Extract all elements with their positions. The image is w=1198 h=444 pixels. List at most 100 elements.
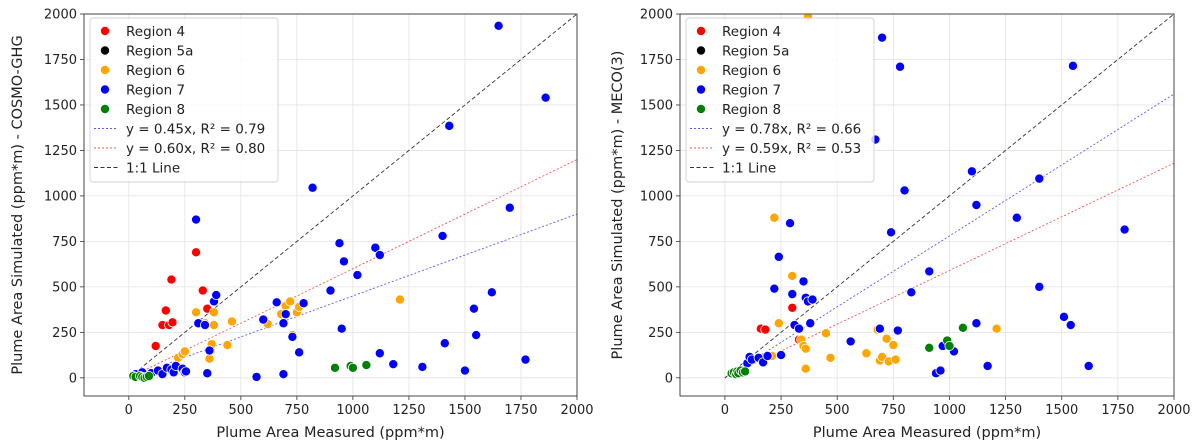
point-region-7 [251,371,262,382]
y-tick-label: 1750 [44,53,77,68]
x-tick-label: 1750 [504,403,537,418]
data-points [128,20,551,383]
data-points [726,14,1130,380]
legend-marker [696,84,707,95]
x-tick-label: 1250 [989,403,1022,418]
y-tick-label: 250 [648,326,673,341]
point-region-7 [776,350,787,361]
legend-marker [100,104,111,115]
fit-lines [128,14,577,379]
x-axis-label: Plume Area Measured (ppm*m) [216,425,444,441]
point-region-6 [888,340,899,351]
point-region-7 [769,283,780,294]
point-region-7 [493,20,504,31]
legend-entry: Region 6 [126,63,185,79]
point-region-7 [459,365,470,376]
y-tick-label: 250 [52,326,77,341]
y-tick-label: 0 [665,371,673,386]
legend-entry: Region 5a [126,44,193,60]
legend-entry: Region 5a [722,44,789,60]
legend-marker [696,45,707,56]
legend-entry: y = 0.45x, R² = 0.79 [126,122,265,138]
x-tick-label: 750 [284,403,309,418]
chart-cosmo-ghg: 0 250 500 750 1000 1250 1500 1750 2000 0 250 500 750… [10,8,594,442]
x-tick-label: 2000 [560,403,593,418]
y-tick-label: 750 [648,235,673,250]
y-tick-label: 1000 [640,189,673,204]
point-region-7 [807,294,818,305]
point-region-4 [167,317,178,328]
point-region-4 [787,302,798,313]
point-region-7 [906,287,917,298]
point-region-6 [881,333,892,344]
point-region-7 [437,230,448,241]
point-region-7 [982,360,993,371]
point-region-7 [845,336,856,347]
point-region-7 [294,347,305,358]
point-region-8 [361,360,372,371]
point-region-7 [540,92,551,103]
point-region-7 [287,331,298,342]
point-region-8 [944,340,955,351]
point-region-7 [352,270,363,281]
point-region-7 [325,285,336,296]
y-tick-label: 2000 [640,8,673,23]
plot-frame [83,13,578,397]
point-region-7 [191,214,202,225]
point-region-7 [1011,212,1022,223]
legend: Region 4 Region 5a Region 6 Region 7 Region … [89,17,279,183]
point-region-4 [166,274,177,285]
point-region-7 [966,166,977,177]
legend-entry: Region 4 [126,24,185,40]
fit-line-2 [724,14,1174,379]
legend-entry: Region 7 [126,83,185,99]
x-tick-label: 1250 [392,403,425,418]
legend-entry: Region 8 [722,102,781,118]
point-region-6 [787,270,798,281]
point-region-7 [278,318,289,329]
legend-marker [696,65,707,76]
point-region-6 [208,320,219,331]
point-region-7 [374,348,385,359]
point-region-8 [740,366,751,377]
point-region-7 [886,227,897,238]
x-tick-label: 0 [125,403,133,418]
point-region-7 [271,297,282,308]
point-region-7 [278,369,289,380]
point-region-6 [800,363,811,374]
x-tick-label: 2000 [1157,403,1190,418]
point-region-6 [285,296,296,307]
point-region-7 [1119,224,1130,235]
point-region-7 [1058,311,1069,322]
legend-marker [100,25,111,36]
legend-entry: 1:1 Line [126,161,180,177]
legend-marker [100,65,111,76]
point-region-6 [191,307,202,318]
point-region-7 [924,266,935,277]
fit-line-0 [128,213,577,379]
point-region-7 [805,318,816,329]
y-tick-label: 1250 [44,144,77,159]
legend-marker [696,104,707,115]
point-region-4 [160,305,171,316]
x-axis-label: Plume Area Measured (ppm*m) [813,425,1041,441]
point-region-7 [211,290,222,301]
point-region-7 [202,368,213,379]
point-region-7 [1065,320,1076,331]
point-region-7 [370,242,381,253]
legend-entry: y = 0.60x, R² = 0.80 [126,141,265,157]
legend-entry: Region 8 [126,102,185,118]
point-region-7 [280,309,291,320]
point-region-7 [892,325,903,336]
point-region-7 [971,318,982,329]
y-tick-label: 2000 [44,8,77,23]
point-region-7 [298,298,309,309]
point-region-6 [179,346,190,357]
y-tick-label: 1500 [44,98,77,113]
x-tick-label: 1000 [336,403,369,418]
point-region-7 [1034,173,1045,184]
point-region-8 [347,362,358,373]
point-region-7 [200,320,211,331]
point-region-7 [444,120,455,131]
point-region-6 [991,323,1002,334]
